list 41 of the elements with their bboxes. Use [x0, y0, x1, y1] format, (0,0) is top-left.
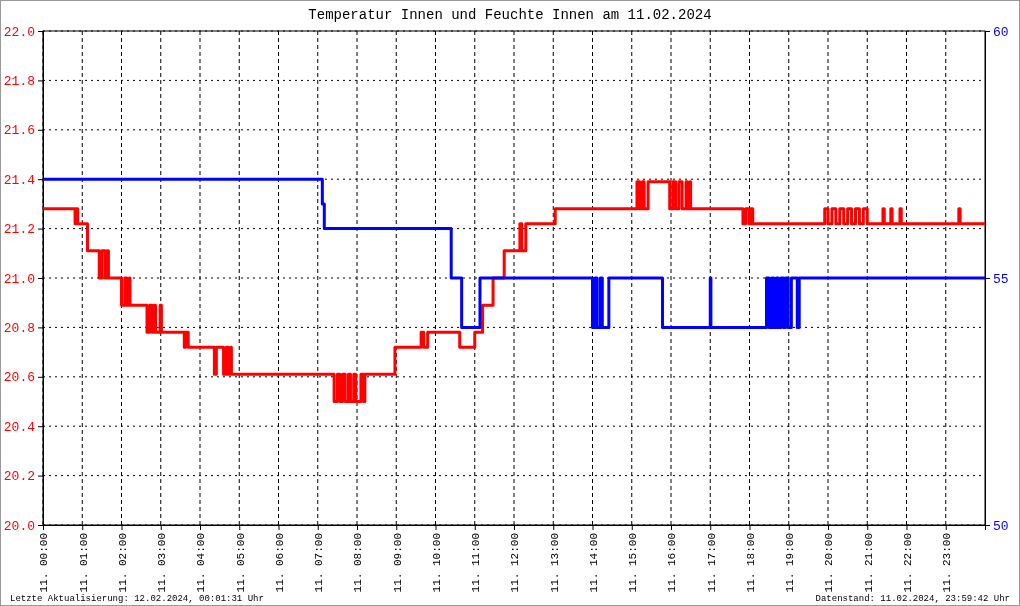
- y-tick-label: 20.0: [3, 518, 35, 534]
- y-tick-label: 21.2: [3, 222, 35, 238]
- y-tick-label: 21.4: [3, 172, 36, 188]
- x-tick-label: 11. 05:00: [234, 533, 247, 593]
- chart-title: Temperatur Innen und Feuchte Innen am 11.02.2024: [308, 7, 712, 23]
- x-tick-label: 11. 00:00: [38, 533, 51, 593]
- x-tick-label: 11. 23:00: [941, 533, 954, 593]
- x-tick-label: 11. 03:00: [156, 533, 169, 593]
- y-tick-label: 21.6: [3, 123, 35, 139]
- x-tick-label: 11. 15:00: [627, 533, 640, 593]
- x-tick-label: 11. 19:00: [784, 533, 797, 593]
- x-tick-label: 11. 20:00: [823, 533, 836, 593]
- x-tick-label: 11. 08:00: [352, 533, 365, 593]
- y-tick-label: 21.8: [3, 74, 35, 90]
- x-tick-label: 11. 01:00: [77, 533, 90, 593]
- y-tick-label: 21.0: [3, 271, 35, 287]
- y-tick-label: 20.6: [3, 370, 35, 386]
- x-tick-label: 11. 21:00: [862, 533, 875, 593]
- x-tick-label: 11. 13:00: [548, 533, 561, 593]
- x-tick-label: 11. 11:00: [470, 533, 483, 593]
- y-tick-label: 20.4: [3, 419, 36, 435]
- y2-tick-label: 60: [993, 24, 1009, 40]
- x-tick-label: 11. 12:00: [509, 533, 522, 593]
- x-tick-label: 11. 06:00: [273, 533, 286, 593]
- x-tick-label: 11. 04:00: [195, 533, 208, 593]
- x-tick-label: 11. 18:00: [744, 533, 757, 593]
- x-tick-label: 11. 02:00: [116, 533, 129, 593]
- x-tick-label: 11. 10:00: [430, 533, 443, 593]
- x-tick-label: 11. 16:00: [666, 533, 679, 593]
- y2-tick-label: 55: [993, 271, 1009, 287]
- x-tick-label: 11. 07:00: [313, 533, 326, 593]
- y-tick-label: 20.2: [3, 469, 35, 485]
- text: Datenstand: 11.02.2024, 23:59:42 Uhr: [815, 594, 1010, 604]
- x-tick-label: 11. 14:00: [587, 533, 600, 593]
- y-tick-label: 20.8: [3, 321, 35, 337]
- text: Letzte Aktualisierung: 12.02.2024, 00:01:31 Uhr: [10, 594, 264, 604]
- y-tick-label: 22.0: [3, 24, 35, 40]
- x-tick-label: 11. 17:00: [705, 533, 718, 593]
- x-tick-label: 11. 22:00: [901, 533, 914, 593]
- y2-tick-label: 50: [993, 518, 1009, 534]
- x-tick-label: 11. 09:00: [391, 533, 404, 593]
